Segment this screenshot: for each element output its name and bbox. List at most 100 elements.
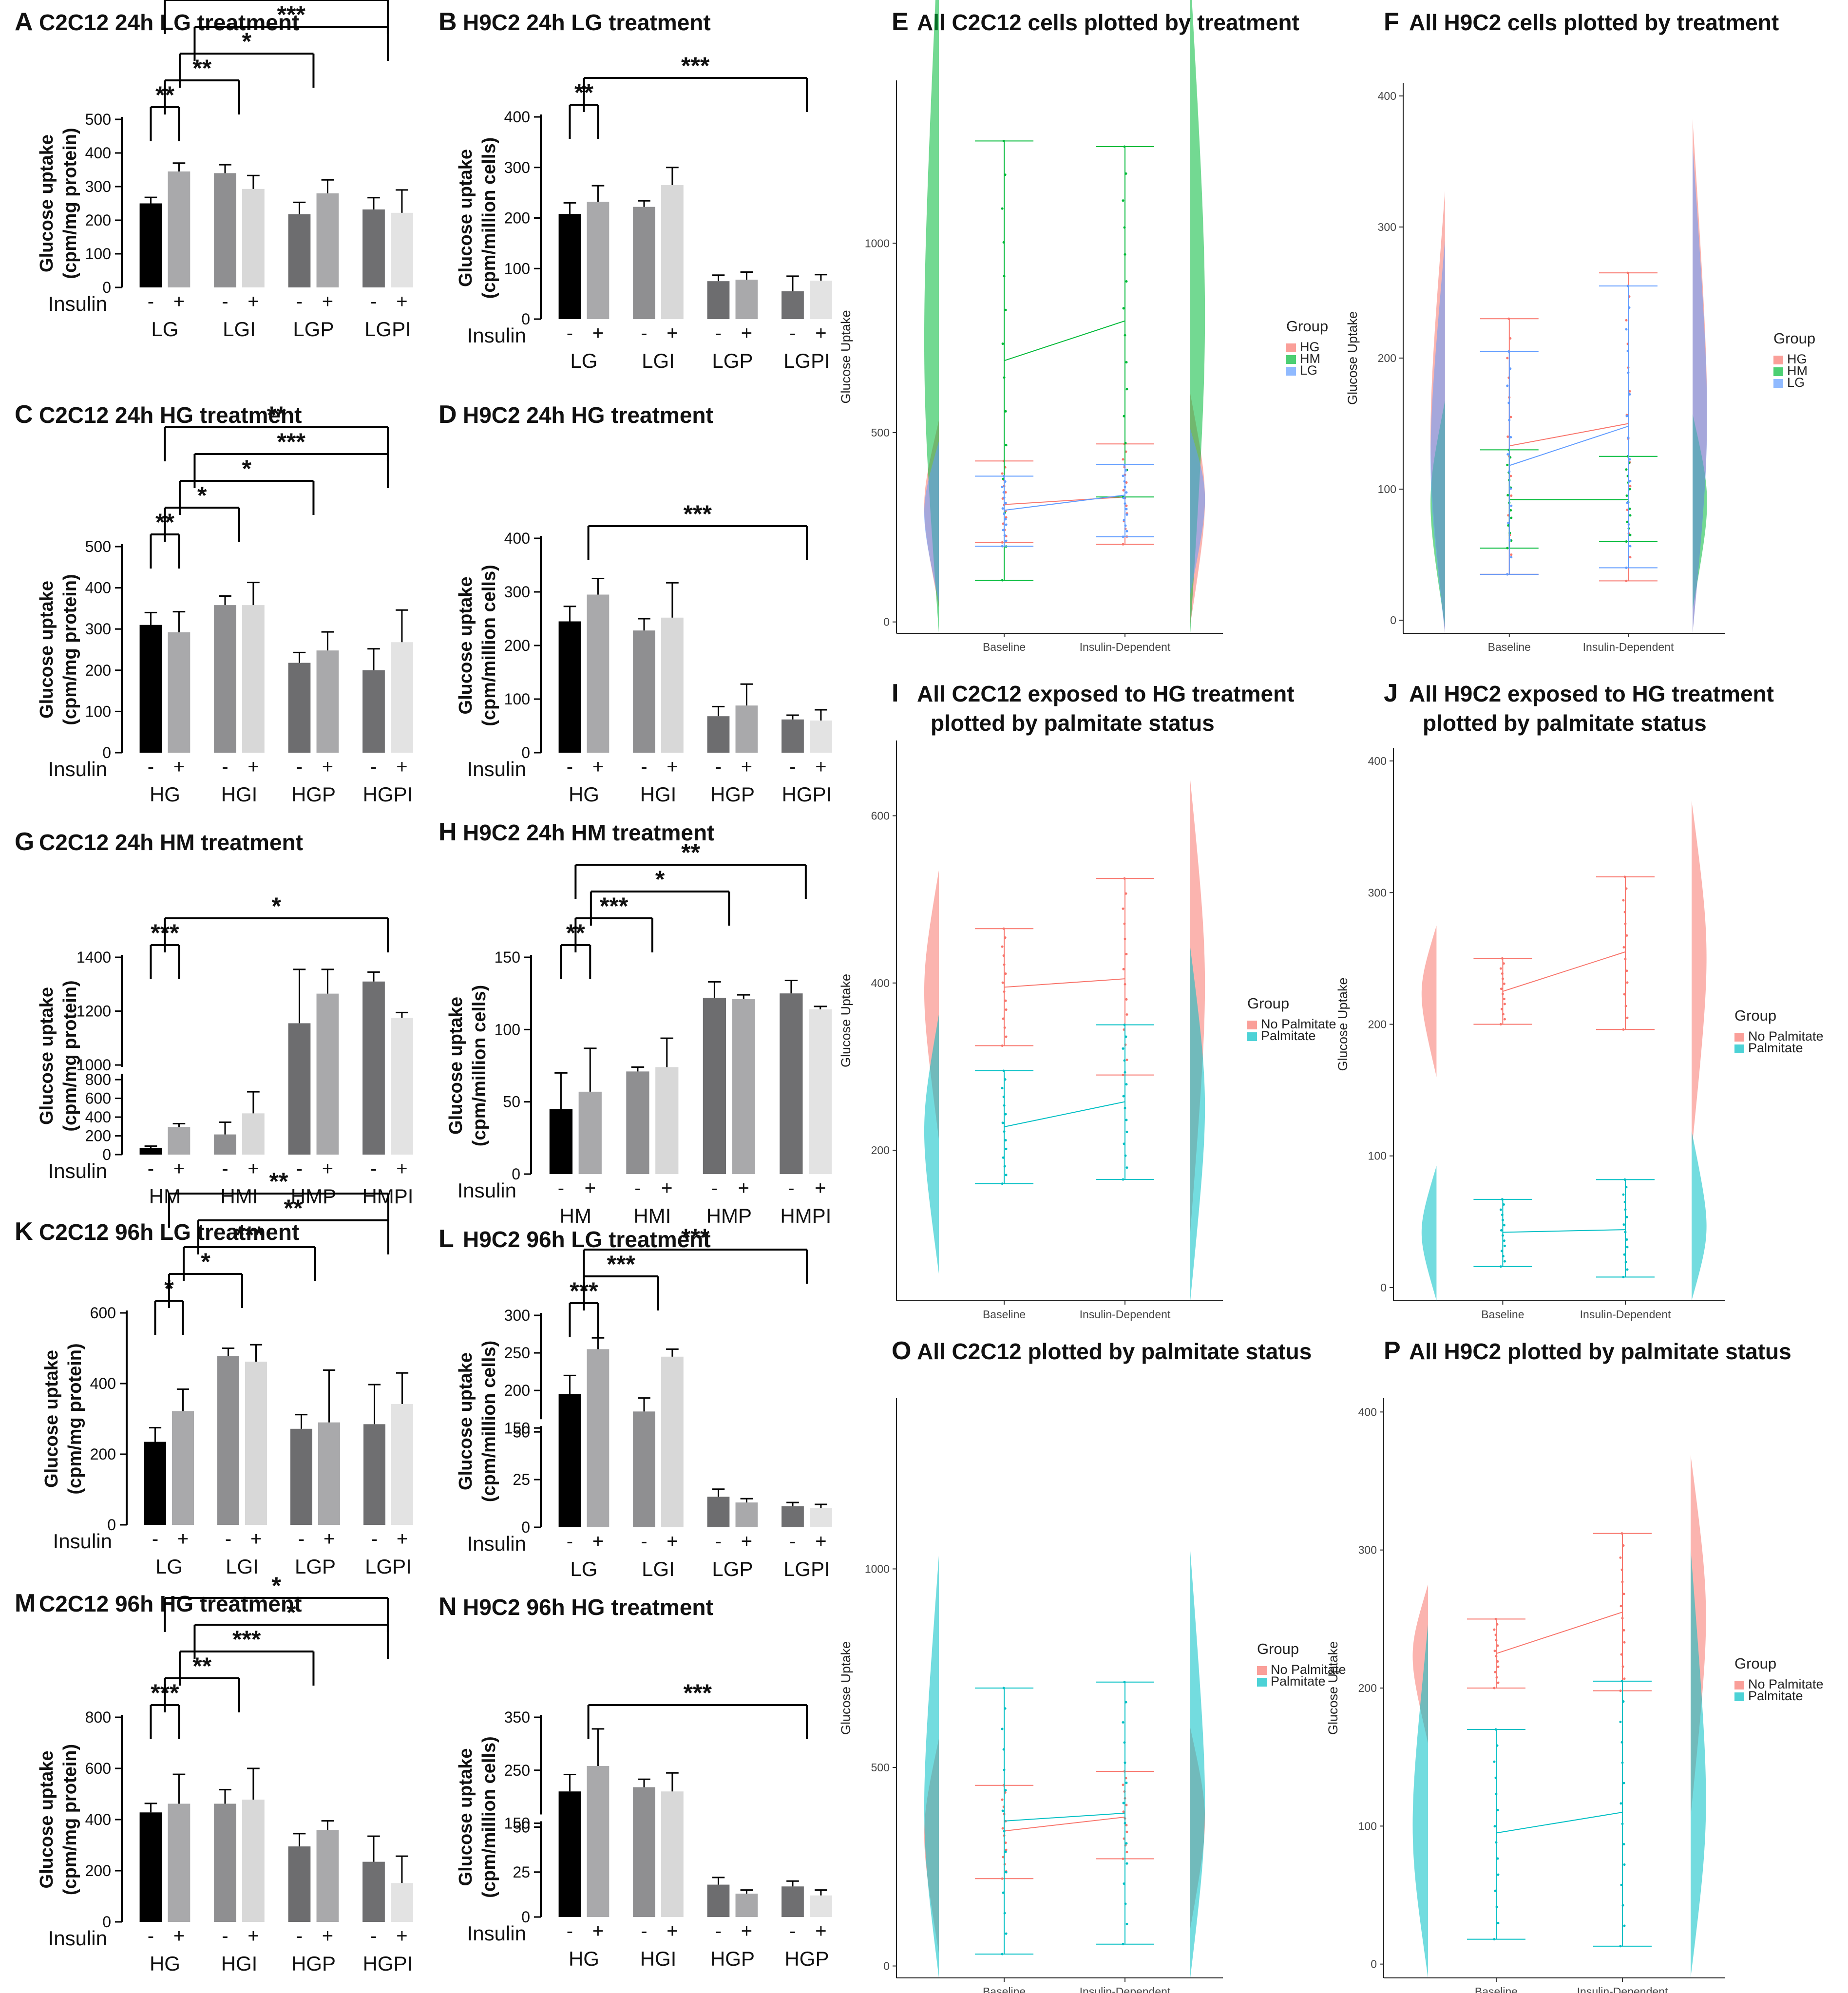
data-point: [1619, 1945, 1622, 1948]
data-point: [1503, 1260, 1506, 1263]
data-point: [1510, 556, 1513, 559]
data-point: [1629, 479, 1632, 482]
data-point: [1623, 1641, 1626, 1644]
significance-label: **: [192, 55, 211, 82]
data-point: [1501, 977, 1504, 980]
significance-label: ***: [681, 1224, 710, 1251]
category-label: HG: [569, 1947, 599, 1970]
data-point: [1005, 516, 1008, 519]
insulin-sign: +: [667, 1531, 678, 1552]
data-point: [1123, 519, 1125, 522]
y-tick-label: 400: [1378, 90, 1396, 102]
significance-bracket: ***: [183, 1221, 316, 1281]
y-tick-label: 50: [513, 1423, 530, 1441]
insulin-sign: -: [711, 1177, 718, 1199]
insulin-sign: +: [738, 1177, 749, 1199]
bar: [363, 1424, 385, 1525]
data-point: [1003, 534, 1006, 537]
data-point: [1503, 1018, 1506, 1021]
bar: [391, 642, 413, 753]
data-point: [1625, 1215, 1628, 1218]
y-tick-label: 100: [85, 245, 111, 263]
insulin-sign: -: [370, 756, 377, 778]
bar: [661, 1791, 684, 1917]
y-tick-label: 400: [504, 530, 530, 547]
y-title-line: (cpm/mg protein): [60, 1744, 80, 1895]
insulin-sign: +: [815, 1920, 826, 1942]
y-tick-label: 0: [521, 1908, 530, 1926]
data-point: [1620, 1883, 1623, 1886]
bar: [626, 1071, 649, 1174]
y-tick-label: 0: [521, 310, 530, 328]
y-title: Glucose uptake (cpm/mg protein): [37, 574, 80, 725]
mean-connector: [1004, 320, 1125, 361]
data-point: [1629, 556, 1632, 559]
panel-title: All H9C2 exposed to HG treatment: [1409, 681, 1774, 706]
insulin-sign: -: [715, 323, 722, 344]
bar: [391, 1883, 413, 1922]
y-title: Glucose Uptake: [1335, 977, 1350, 1071]
data-point: [1499, 1265, 1502, 1268]
y-tick-label: 200: [85, 211, 111, 229]
data-point: [1122, 1943, 1124, 1946]
y-tick-label: 400: [871, 977, 890, 989]
y-tick-label: 400: [1358, 1405, 1377, 1418]
bar: [214, 173, 236, 287]
significance-bracket: ***: [583, 1224, 808, 1284]
data-point: [1003, 496, 1006, 499]
data-point: [1509, 509, 1512, 512]
data-point: [1001, 1044, 1004, 1047]
data-point: [1002, 1095, 1005, 1098]
data-point: [1003, 1165, 1006, 1168]
insulin-sign: -: [222, 291, 228, 312]
data-point: [1005, 1147, 1008, 1150]
data-point: [1622, 1193, 1625, 1196]
category-label: HGI: [221, 1952, 258, 1975]
y-tick-label: 0: [1371, 1958, 1377, 1971]
significance-label: *: [271, 892, 281, 920]
data-point: [1004, 1789, 1007, 1792]
insulin-label: Insulin: [48, 1159, 107, 1182]
data-point: [1626, 1246, 1629, 1249]
data-point: [1503, 998, 1505, 1001]
y-title: Glucose uptake (cpm/million cells): [456, 137, 499, 299]
insulin-sign: -: [370, 291, 377, 312]
y-tick-label: 200: [504, 209, 530, 227]
category-label: HGI: [640, 783, 677, 806]
data-point: [1496, 1857, 1499, 1860]
bar: [168, 171, 191, 287]
significance-label: **: [284, 1195, 303, 1222]
mean-connector: [1509, 423, 1629, 447]
legend-swatch: [1773, 356, 1783, 364]
panel-letter: D: [438, 400, 457, 429]
data-point: [1002, 1748, 1005, 1751]
y-tick-label: 200: [1358, 1682, 1377, 1694]
data-point: [1002, 139, 1005, 142]
data-point: [1501, 1218, 1504, 1221]
y-tick-label: 600: [85, 1760, 111, 1777]
bar: [362, 670, 385, 753]
data-point: [1493, 1650, 1496, 1652]
insulin-sign: +: [173, 1925, 185, 1947]
data-point: [1508, 418, 1511, 421]
mean-connector: [1004, 1812, 1125, 1822]
y-tick-label: 250: [504, 1762, 530, 1779]
panel-letter: J: [1384, 679, 1398, 707]
bar: [391, 212, 413, 287]
panel-B: B H9C2 24h LG treatment 0 100 200 300 400 Gluco…: [438, 8, 832, 372]
insulin-sign: +: [322, 1925, 333, 1947]
insulin-sign: -: [789, 323, 796, 344]
data-point: [1125, 1059, 1128, 1062]
data-point: [1627, 436, 1630, 439]
data-point: [1122, 1802, 1125, 1804]
data-point: [1124, 1822, 1126, 1824]
insulin-sign: +: [250, 1528, 262, 1550]
data-point: [1509, 416, 1512, 418]
y-title-text: Glucose Uptake: [838, 1641, 853, 1735]
data-point: [1621, 1761, 1624, 1764]
category-label: LGI: [642, 349, 675, 372]
significance-bracket: *: [164, 482, 240, 542]
data-point: [1125, 1862, 1128, 1865]
data-point: [1623, 1253, 1626, 1256]
